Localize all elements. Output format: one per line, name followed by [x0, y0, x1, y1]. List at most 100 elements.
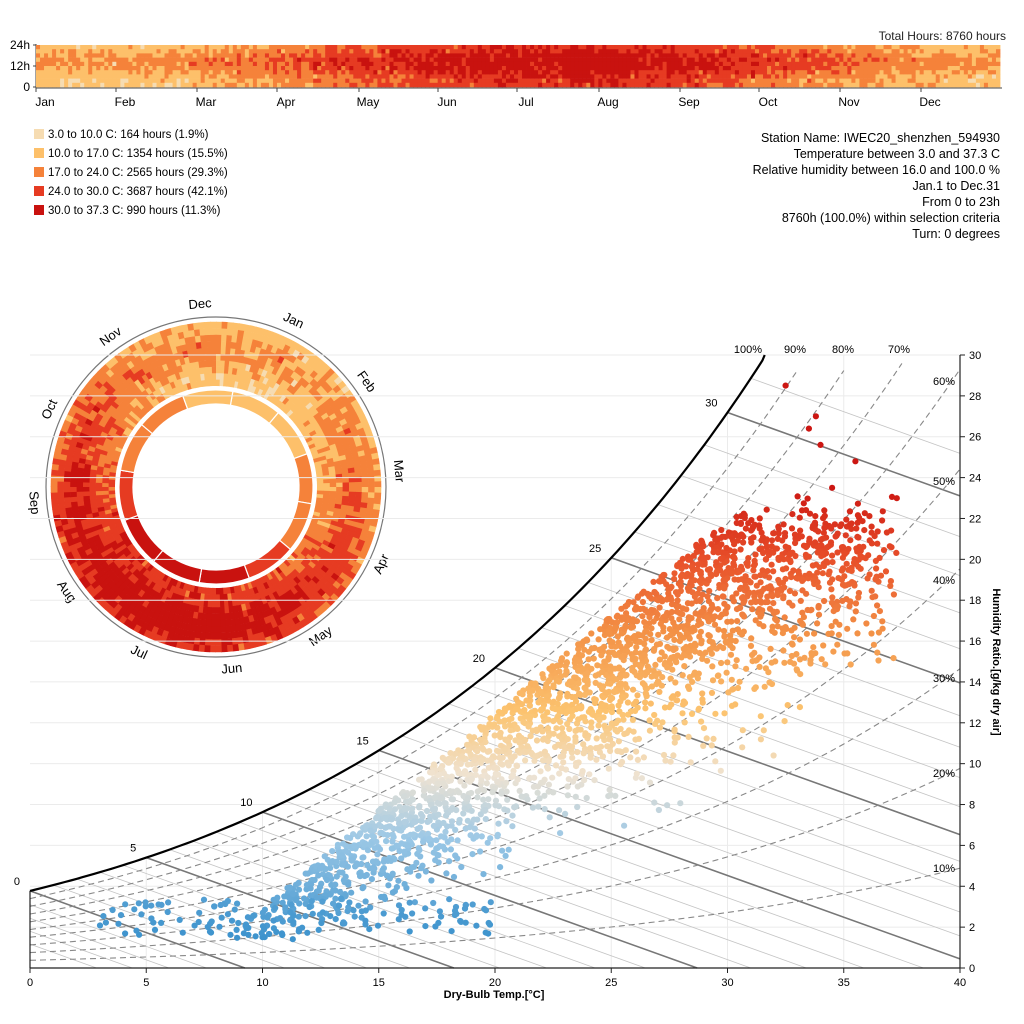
heatmap-cell: [646, 53, 651, 58]
radial-cell: [293, 365, 303, 375]
heatmap-cell: [867, 70, 872, 75]
heatmap-cell: [759, 45, 764, 50]
radial-cell: [305, 436, 313, 444]
heatmap-cell: [228, 53, 234, 58]
radial-cell: [241, 336, 249, 345]
heatmap-cell: [538, 70, 543, 75]
heatmap-cell: [52, 45, 57, 50]
heatmap-cell: [425, 78, 431, 84]
heatmap-cell: [534, 82, 539, 88]
heatmap-cell: [883, 78, 888, 84]
radial-cell: [123, 577, 132, 587]
heatmap-cell: [44, 61, 49, 67]
radial-cell: [280, 404, 289, 413]
radial-cell: [114, 446, 123, 453]
radial-cell: [372, 509, 380, 517]
heatmap-cell: [754, 70, 760, 75]
heatmap-cell: [224, 57, 230, 63]
heatmap-cell: [397, 78, 402, 84]
radial-cell: [322, 494, 330, 500]
radial-cell: [282, 591, 291, 601]
heatmap-cell: [329, 61, 334, 67]
radial-cell: [180, 642, 189, 650]
radial-cell: [204, 373, 209, 381]
rh-curve: [29, 370, 798, 900]
heatmap-cell: [216, 49, 222, 54]
heatmap-cell: [642, 82, 647, 88]
radial-cell: [287, 564, 296, 573]
heatmap-cell: [477, 70, 483, 75]
radial-cell: [144, 578, 153, 587]
heatmap-cell: [947, 66, 953, 71]
radial-cell: [95, 482, 103, 487]
heatmap-cell: [919, 70, 925, 75]
radial-cell: [86, 563, 96, 573]
heatmap-cell: [465, 45, 471, 50]
heatmap-cell: [341, 53, 346, 58]
heatmap-cell: [497, 49, 503, 54]
heatmap-cell: [240, 45, 246, 50]
heatmap-cell: [413, 49, 418, 54]
heatmap-cell: [811, 66, 816, 71]
heatmap-cell: [582, 45, 587, 50]
psychrometric-chart: 0 5 10 15 20 25 30 35 40024681012141618202224262…: [14, 344, 1002, 1001]
heatmap-cell: [385, 49, 390, 54]
heatmap-cell: [208, 57, 214, 63]
psychro-point: [550, 718, 557, 725]
heatmap-cell: [626, 70, 631, 75]
heatmap-cell: [309, 78, 314, 84]
heatmap-cell: [176, 70, 181, 75]
radial-cell: [170, 326, 179, 335]
radial-cell: [107, 536, 116, 544]
psychro-point: [766, 679, 773, 686]
heatmap-cell: [409, 53, 414, 58]
heatmap-cell: [212, 66, 218, 71]
radial-cell: [186, 616, 193, 625]
heatmap-cell: [497, 66, 503, 71]
psychro-point: [396, 803, 403, 810]
heatmap-cell: [915, 45, 921, 50]
radial-cell: [192, 354, 199, 363]
radial-cell: [190, 368, 197, 376]
radial-cell: [346, 457, 354, 465]
heatmap-cell: [963, 53, 969, 58]
heatmap-cell: [558, 66, 563, 71]
heatmap-cell: [68, 49, 73, 54]
heatmap-cell: [293, 66, 298, 71]
heatmap-cell: [449, 49, 455, 54]
radial-cell: [340, 385, 351, 395]
radial-cell: [277, 355, 286, 365]
heatmap-cell: [831, 49, 836, 54]
radial-cell: [137, 596, 146, 606]
heatmap-cell: [405, 49, 410, 54]
heatmap-cell: [530, 45, 535, 50]
heatmap-cell: [799, 70, 804, 75]
heatmap-cell: [136, 49, 141, 54]
radial-cell: [96, 502, 104, 508]
heatmap-cell: [100, 49, 105, 54]
radial-cell: [184, 336, 192, 345]
heatmap-cell: [779, 57, 784, 63]
heatmap-cell: [863, 70, 868, 75]
psychro-point: [447, 750, 454, 757]
heatmap-cell: [248, 74, 254, 79]
psychro-point: [574, 803, 581, 811]
heatmap-cell: [714, 78, 720, 84]
heatmap-cell: [722, 78, 728, 84]
heatmap-cell: [859, 53, 864, 58]
radial-cell: [158, 572, 166, 581]
radial-cell: [54, 519, 63, 527]
heatmap-cell: [947, 61, 953, 67]
radial-cell: [176, 634, 185, 643]
radial-cell: [265, 378, 273, 387]
heatmap-cell: [465, 53, 471, 58]
heatmap-cell: [289, 74, 294, 79]
heatmap-cell: [734, 53, 740, 58]
radial-cell: [211, 347, 217, 355]
radial-cell: [85, 380, 95, 390]
heatmap-cell: [979, 53, 985, 58]
heatmap-cell: [738, 57, 744, 63]
heatmap-cells: [36, 45, 1001, 88]
radial-cell: [359, 460, 368, 468]
heatmap-cell: [626, 49, 631, 54]
